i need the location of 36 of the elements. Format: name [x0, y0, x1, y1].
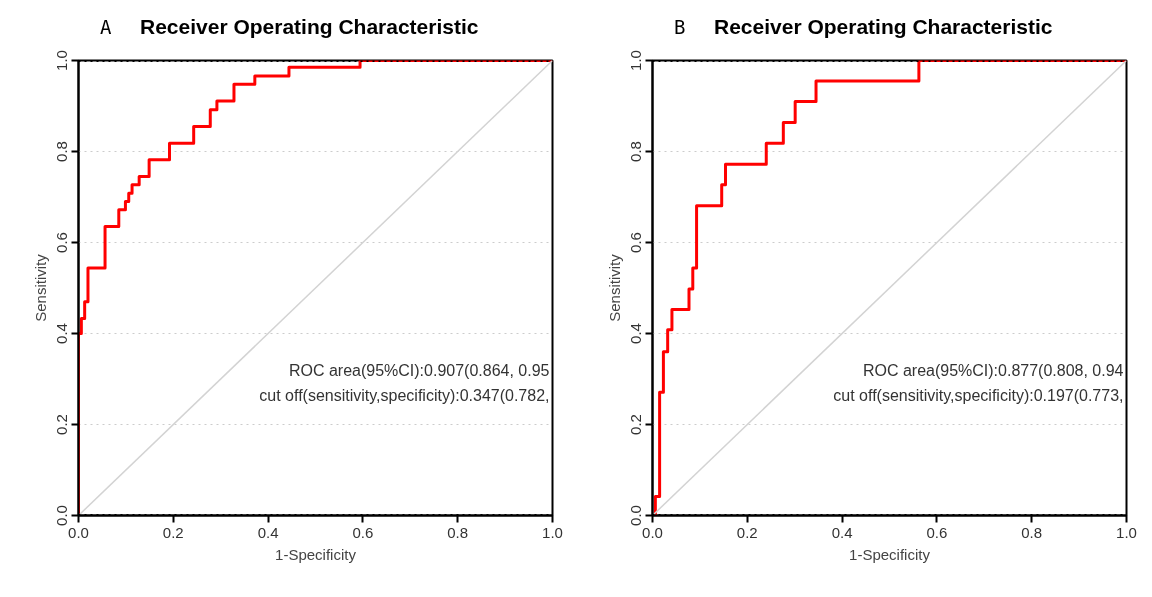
y-tick-label: 1.0	[626, 50, 644, 71]
y-tick-label: 0.2	[52, 414, 70, 435]
annotation: cut off(sensitivity,specificity):0.347(0.782,	[259, 387, 550, 405]
x-tick-label: 0.4	[257, 523, 279, 541]
y-tick-label: 0.8	[52, 141, 70, 162]
chart-title: Receiver Operating Characteristic	[140, 14, 479, 40]
y-axis-title: Sensitivity	[31, 253, 49, 322]
y-tick-label: 0.4	[52, 323, 70, 344]
y-tick-label: 0.0	[52, 505, 70, 526]
y-tick-label: 0.0	[626, 505, 644, 526]
x-tick-label: 0.8	[447, 523, 469, 541]
y-axis-title: Sensitivity	[605, 253, 623, 322]
x-tick-label: 1.0	[542, 523, 563, 541]
x-tick-label: 0.8	[1021, 523, 1043, 541]
annotation: cut off(sensitivity,specificity):0.197(0.773,	[833, 387, 1124, 405]
x-axis-title: 1-Specificity	[849, 545, 931, 563]
y-tick-label: 0.6	[626, 232, 644, 253]
x-tick-label: 0.4	[831, 523, 853, 541]
chart-title: Receiver Operating Characteristic	[714, 14, 1053, 40]
text: B	[674, 15, 686, 40]
annotation: ROC area(95%CI):0.907(0.864, 0.95	[288, 362, 550, 379]
y-tick-label: 0.4	[626, 323, 644, 344]
y-tick-label: 0.2	[626, 414, 644, 435]
x-tick-label: 1.0	[1116, 523, 1137, 541]
x-tick-label: 0.2	[162, 523, 184, 541]
annotation: ROC area(95%CI):0.877(0.808, 0.94	[862, 362, 1124, 379]
x-tick-label: 0.6	[926, 523, 948, 541]
x-tick-label: 0.0	[68, 523, 89, 541]
x-tick-label: 0.2	[736, 523, 758, 541]
text: A	[100, 15, 112, 40]
y-tick-label: 0.6	[52, 232, 70, 253]
y-tick-label: 1.0	[52, 50, 70, 71]
y-tick-label: 0.8	[626, 141, 644, 162]
x-tick-label: 0.0	[642, 523, 663, 541]
x-axis-title: 1-Specificity	[275, 545, 357, 563]
x-tick-label: 0.6	[352, 523, 374, 541]
